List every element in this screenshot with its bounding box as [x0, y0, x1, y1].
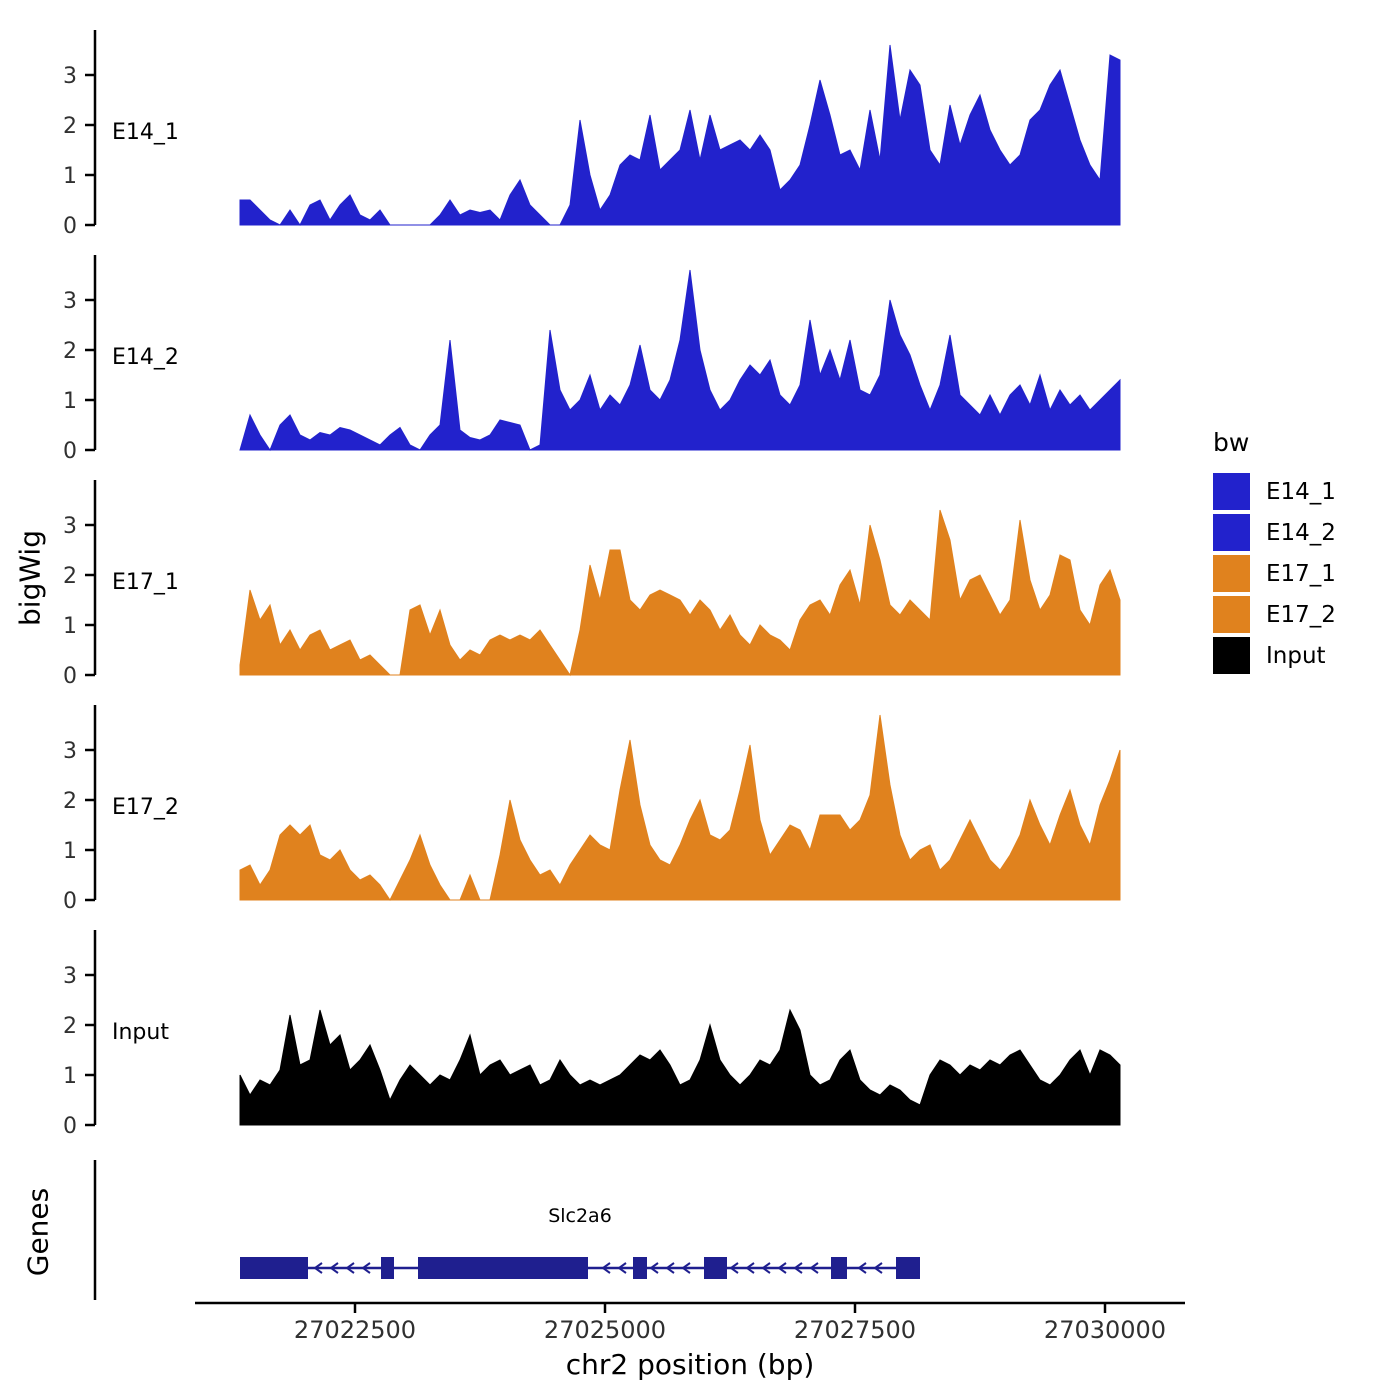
- x-tick-label-27027500: 27027500: [794, 1316, 916, 1344]
- y-tick-label-E17_1-1: 1: [63, 614, 77, 639]
- legend-label-E17_2: E17_2: [1266, 601, 1336, 628]
- legend: bw E14_1 E14_2 E17_1 E17_2 Input: [1213, 428, 1393, 676]
- legend-entry-E17_1: E17_1: [1213, 553, 1393, 594]
- strand-arrow: [857, 1262, 867, 1274]
- track-label-E17_2: E17_2: [112, 795, 179, 820]
- legend-swatch-E14_2: [1213, 514, 1250, 551]
- strand-arrow: [809, 1262, 819, 1274]
- strand-arrow: [649, 1262, 659, 1274]
- x-tick-label-27030000: 27030000: [1044, 1316, 1166, 1344]
- strand-arrow: [873, 1262, 883, 1274]
- strand-arrow: [729, 1262, 739, 1274]
- y-axis-title: bigWig: [13, 530, 47, 626]
- track-label-Input: Input: [112, 1020, 169, 1045]
- strand-arrow: [601, 1262, 611, 1274]
- strand-arrow: [617, 1262, 627, 1274]
- legend-swatch-Input: [1213, 637, 1250, 674]
- x-tick-label-27025000: 27025000: [544, 1316, 666, 1344]
- legend-label-E14_2: E14_2: [1266, 519, 1336, 546]
- gene-exon-6: [831, 1257, 847, 1279]
- legend-entries: E14_1 E14_2 E17_1 E17_2 Input: [1213, 471, 1393, 676]
- gene-name-label: Slc2a6: [548, 1205, 612, 1227]
- strand-arrow: [329, 1262, 339, 1274]
- legend-label-Input: Input: [1266, 642, 1326, 669]
- coverage-area-E14_2: [239, 269, 1121, 452]
- strand-arrow: [681, 1262, 691, 1274]
- gene-exon-5: [704, 1257, 727, 1279]
- genes-panel-title: Genes: [21, 1187, 55, 1277]
- gene-exon-4: [633, 1257, 647, 1279]
- y-tick-label-Input-2: 2: [63, 1014, 77, 1039]
- y-tick-label-E14_1-1: 1: [63, 164, 77, 189]
- y-tick-label-E17_2-2: 2: [63, 789, 77, 814]
- legend-swatch-E17_2: [1213, 596, 1250, 633]
- strand-arrow: [745, 1262, 755, 1274]
- y-tick-label-E14_1-2: 2: [63, 114, 77, 139]
- y-tick-label-E17_1-3: 3: [63, 514, 77, 539]
- y-tick-label-E17_2-0: 0: [63, 889, 77, 914]
- legend-title: bw: [1213, 428, 1250, 457]
- legend-entry-E17_2: E17_2: [1213, 594, 1393, 635]
- y-tick-label-Input-1: 1: [63, 1064, 77, 1089]
- coverage-area-E14_1: [239, 44, 1121, 226]
- gene-exon-1: [240, 1257, 308, 1279]
- legend-entry-E14_2: E14_2: [1213, 512, 1393, 553]
- y-tick-label-E17_2-1: 1: [63, 839, 77, 864]
- strand-arrow: [361, 1262, 371, 1274]
- strand-arrow: [313, 1262, 323, 1274]
- y-tick-label-E14_2-1: 1: [63, 389, 77, 414]
- track-label-E17_1: E17_1: [112, 570, 179, 595]
- strand-arrow: [793, 1262, 803, 1274]
- track-label-E14_2: E14_2: [112, 345, 179, 370]
- coverage-area-E17_2: [239, 714, 1121, 901]
- gene-exon-2: [381, 1257, 394, 1279]
- coverage-area-E17_1: [239, 509, 1121, 677]
- y-tick-label-E17_2-3: 3: [63, 739, 77, 764]
- y-tick-label-E14_2-0: 0: [63, 439, 77, 464]
- y-tick-label-E17_1-2: 2: [63, 564, 77, 589]
- x-axis-title: chr2 position (bp): [565, 1348, 815, 1381]
- legend-entry-Input: Input: [1213, 635, 1393, 676]
- y-tick-label-E14_1-3: 3: [63, 64, 77, 89]
- y-tick-label-E14_2-3: 3: [63, 289, 77, 314]
- strand-arrow: [665, 1262, 675, 1274]
- legend-swatch-E17_1: [1213, 555, 1250, 592]
- legend-entry-E14_1: E14_1: [1213, 471, 1393, 512]
- strand-arrow: [777, 1262, 787, 1274]
- strand-arrow: [761, 1262, 771, 1274]
- y-tick-label-E17_1-0: 0: [63, 664, 77, 689]
- legend-label-E14_1: E14_1: [1266, 478, 1336, 505]
- gene-exon-7: [896, 1257, 920, 1279]
- y-tick-label-Input-3: 3: [63, 964, 77, 989]
- strand-arrow: [345, 1262, 355, 1274]
- y-tick-label-Input-0: 0: [63, 1114, 77, 1139]
- legend-label-E17_1: E17_1: [1266, 560, 1336, 587]
- legend-swatch-E14_1: [1213, 473, 1250, 510]
- track-label-E14_1: E14_1: [112, 120, 179, 145]
- y-tick-label-E14_2-2: 2: [63, 339, 77, 364]
- y-tick-label-E14_1-0: 0: [63, 214, 77, 239]
- gene-exon-3: [418, 1257, 588, 1279]
- coverage-area-Input: [239, 1008, 1121, 1126]
- x-tick-label-27022500: 27022500: [294, 1316, 416, 1344]
